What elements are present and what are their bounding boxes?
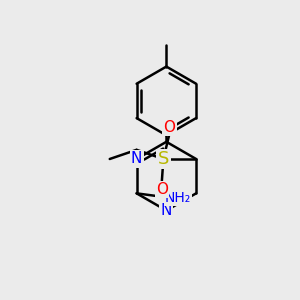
Text: N: N [131,152,142,166]
Text: O: O [156,182,168,197]
Text: NH₂: NH₂ [165,191,191,205]
Text: S: S [158,150,169,168]
Text: O: O [163,120,175,135]
Text: N: N [161,203,172,218]
